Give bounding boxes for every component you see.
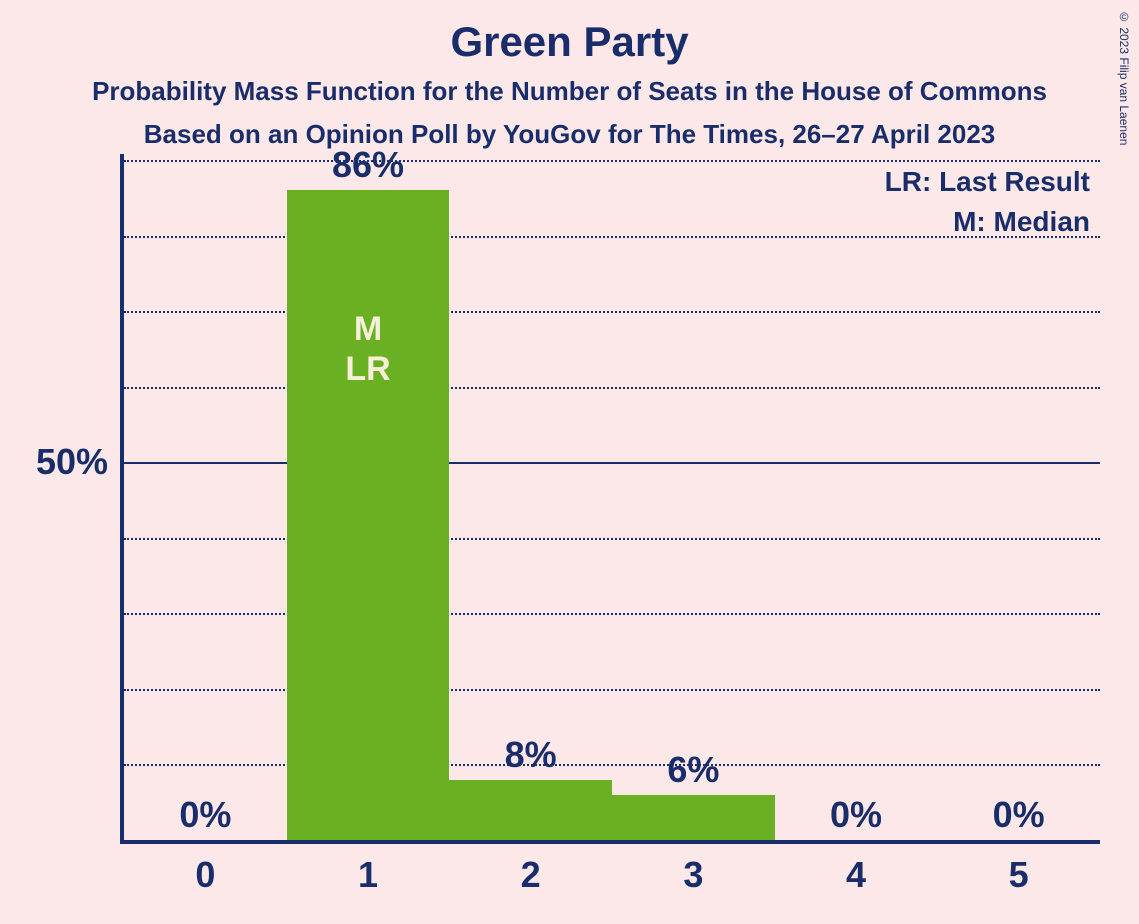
bar: MLR [287, 190, 450, 840]
x-axis-tick-label: 2 [449, 854, 612, 896]
gridline [124, 689, 1100, 691]
bar-value-label: 8% [449, 734, 612, 776]
gridline [124, 160, 1100, 162]
bar-value-label: 86% [287, 144, 450, 186]
bar [612, 795, 775, 840]
bar-value-label: 0% [775, 794, 938, 836]
gridline [124, 387, 1100, 389]
copyright-text: © 2023 Filip van Laenen [1117, 10, 1131, 145]
bar-inner-labels: MLR [287, 310, 450, 388]
x-axis-tick-label: 5 [937, 854, 1100, 896]
gridline [124, 462, 1100, 464]
bar-value-label: 6% [612, 749, 775, 791]
bar [449, 780, 612, 840]
x-axis-tick-label: 3 [612, 854, 775, 896]
gridline [124, 613, 1100, 615]
chart-subtitle-2: Based on an Opinion Poll by YouGov for T… [0, 119, 1139, 150]
gridline [124, 538, 1100, 540]
x-axis [120, 840, 1100, 844]
median-marker: M [287, 310, 450, 349]
chart-plot-area: 0%MLR86%8%6%0%0% [120, 160, 1100, 840]
x-axis-tick-label: 4 [775, 854, 938, 896]
x-axis-tick-label: 1 [287, 854, 450, 896]
bar-value-label: 0% [937, 794, 1100, 836]
gridline [124, 311, 1100, 313]
chart-title: Green Party [0, 0, 1139, 66]
legend-last-result: LR: Last Result [885, 166, 1090, 198]
y-axis [120, 154, 124, 840]
bar-value-label: 0% [124, 794, 287, 836]
x-axis-tick-label: 0 [124, 854, 287, 896]
legend-median: M: Median [953, 206, 1090, 238]
chart-subtitle-1: Probability Mass Function for the Number… [0, 76, 1139, 107]
last-result-marker: LR [287, 350, 450, 389]
y-axis-tick-label: 50% [36, 441, 108, 483]
